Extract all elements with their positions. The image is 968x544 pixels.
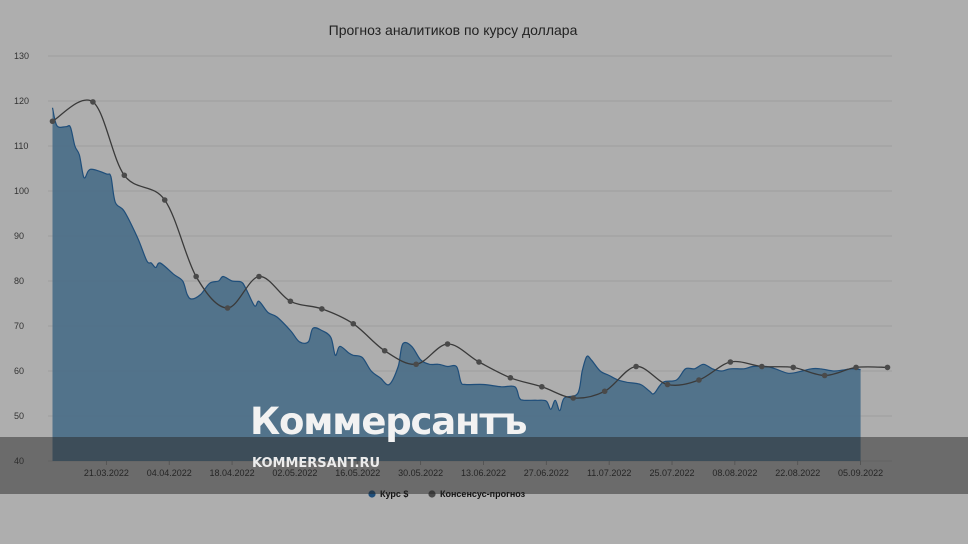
consensus-point[interactable]	[759, 363, 765, 370]
usd-rate-area	[52, 107, 861, 462]
consensus-point[interactable]	[381, 347, 388, 354]
y-tick-label: 50	[14, 411, 24, 421]
consensus-point[interactable]	[790, 364, 797, 371]
y-tick-label: 70	[14, 321, 24, 331]
watermark-logo: Коммерсантъ	[250, 400, 527, 443]
y-tick-label: 100	[14, 186, 29, 196]
consensus-point[interactable]	[664, 381, 671, 388]
usd-rate-line	[51, 107, 861, 412]
consensus-point[interactable]	[413, 361, 419, 368]
consensus-point[interactable]	[350, 320, 357, 327]
line-series	[49, 99, 891, 401]
consensus-point[interactable]	[287, 298, 294, 305]
y-tick-label: 60	[14, 366, 24, 376]
area-series	[51, 107, 861, 462]
consensus-point[interactable]	[821, 372, 828, 379]
consensus-point[interactable]	[121, 172, 128, 179]
consensus-point[interactable]	[256, 273, 262, 280]
legend-label[interactable]: Курс $	[380, 489, 408, 499]
consensus-point[interactable]	[696, 377, 702, 383]
y-axis: 405060708090100110120130	[14, 51, 29, 466]
y-tick-label: 90	[14, 231, 24, 241]
consensus-point[interactable]	[193, 273, 199, 280]
legend-label[interactable]: Консенсус-прогноз	[440, 489, 526, 499]
consensus-point[interactable]	[161, 197, 168, 203]
y-tick-label: 120	[14, 96, 29, 106]
consensus-point[interactable]	[90, 99, 96, 105]
consensus-point[interactable]	[633, 363, 639, 370]
consensus-point[interactable]	[853, 364, 859, 371]
consensus-point[interactable]	[884, 364, 891, 371]
consensus-point[interactable]	[601, 388, 608, 395]
consensus-point[interactable]	[224, 305, 231, 311]
chart-title: Прогноз аналитиков по курсу доллара	[329, 22, 578, 38]
consensus-point[interactable]	[319, 306, 325, 312]
y-tick-label: 130	[14, 51, 29, 61]
consensus-point[interactable]	[476, 359, 482, 365]
y-tick-label: 80	[14, 276, 24, 286]
watermark-band	[0, 437, 968, 494]
consensus-point[interactable]	[570, 395, 577, 401]
consensus-point[interactable]	[727, 359, 734, 365]
consensus-point[interactable]	[49, 118, 56, 125]
y-tick-label: 110	[14, 141, 28, 151]
consensus-point[interactable]	[507, 374, 514, 381]
consensus-point[interactable]	[539, 383, 545, 390]
watermark-url: KOMMERSANT.RU	[252, 456, 381, 471]
consensus-point[interactable]	[444, 341, 451, 347]
